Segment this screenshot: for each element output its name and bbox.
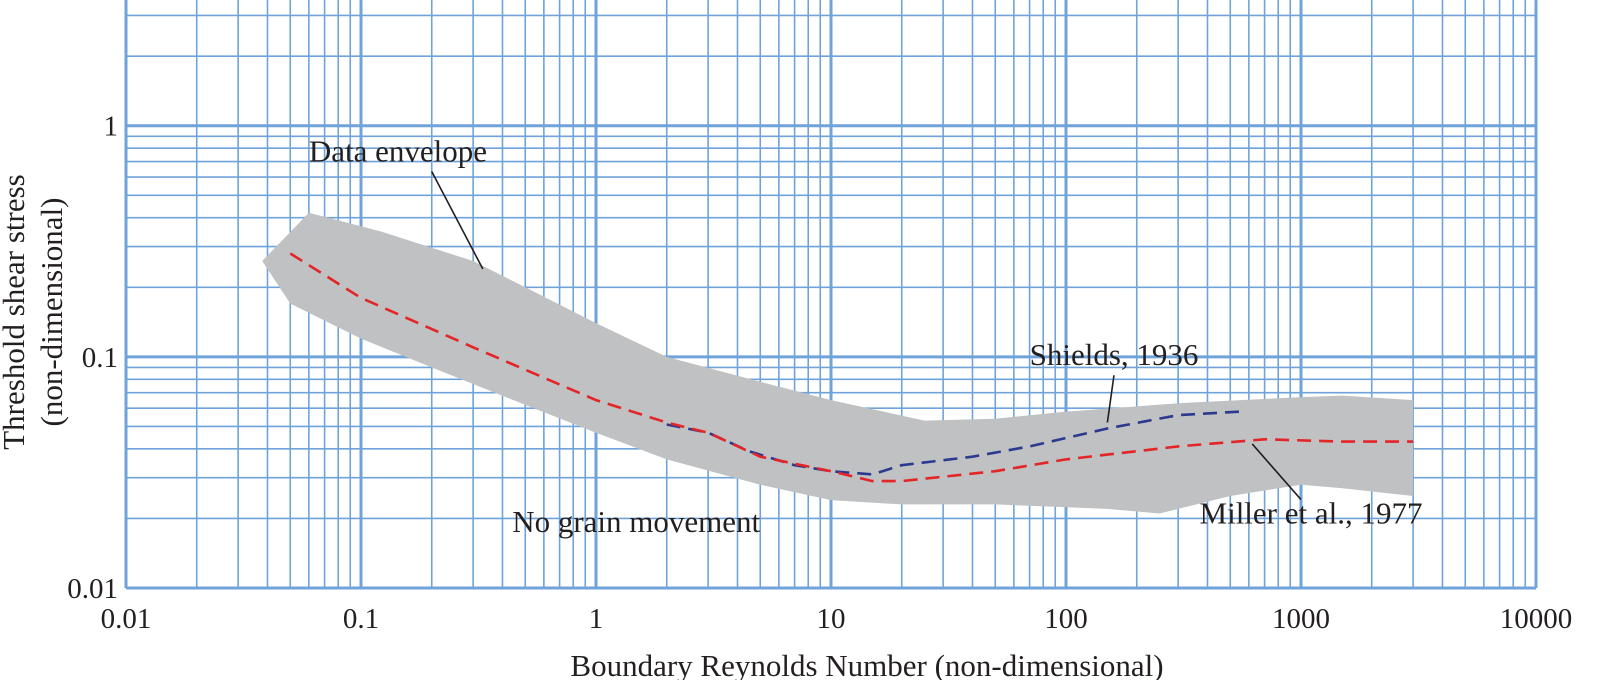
x-tick-label: 1: [589, 603, 604, 635]
leader-line-shields: [1106, 375, 1115, 423]
annotation-envelope: Data envelope: [309, 134, 487, 169]
x-tick-label: 10: [817, 603, 846, 635]
y-tick-label: 0.01: [67, 573, 118, 605]
annotation-layer: Data envelope Shields, 1936 Miller et al.,…: [309, 134, 1423, 539]
y-tick-label: 0.1: [82, 342, 118, 374]
x-tick-label: 0.01: [101, 603, 152, 635]
y-axis-label: Threshold shear stress (non-dimensional): [0, 174, 69, 450]
annotation-shields: Shields, 1936: [1030, 337, 1199, 372]
data-envelope-layer: [262, 212, 1414, 514]
x-axis-label: Boundary Reynolds Number (non-dimensiona…: [570, 648, 1163, 680]
data-envelope: [262, 212, 1414, 514]
leader-line-envelope: [431, 171, 484, 270]
x-tick-label: 100: [1044, 603, 1088, 635]
y-axis-label-line1: Threshold shear stress: [0, 174, 31, 450]
y-axis-label-line2: (non-dimensional): [34, 197, 69, 426]
tick-label-layer: 0.01 0.1 1 10 100 1000 10000 0.01 0.1 1: [67, 111, 1572, 635]
leader-line-miller: [1251, 443, 1302, 501]
x-tick-label: 10000: [1500, 603, 1573, 635]
y-tick-label: 1: [104, 111, 119, 143]
series-miller-line: [289, 252, 1414, 483]
series-shields-line: [666, 410, 1241, 476]
annotation-miller: Miller et al., 1977: [1200, 496, 1423, 531]
series-layer: [289, 252, 1414, 483]
x-tick-label: 0.1: [343, 603, 379, 635]
annotation-nomove: No grain movement: [512, 504, 760, 539]
x-tick-label: 1000: [1272, 603, 1330, 635]
